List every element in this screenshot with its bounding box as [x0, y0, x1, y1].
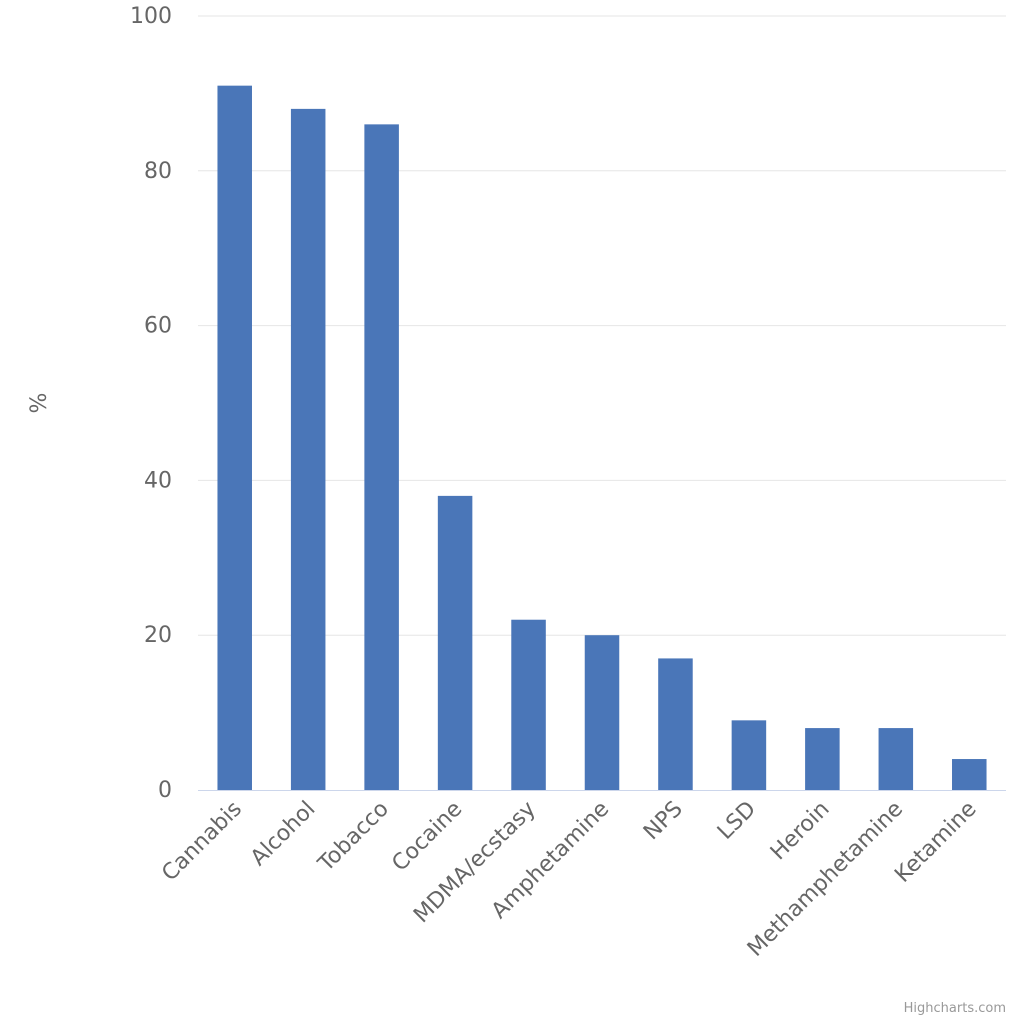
- bar-cocaine[interactable]: [437, 495, 473, 790]
- y-tick-label: 60: [144, 314, 172, 339]
- y-tick-label: 100: [130, 4, 172, 29]
- y-tick-label: 40: [144, 468, 172, 493]
- bar-heroin[interactable]: [805, 728, 840, 790]
- y-axis-tick-labels: 0 20 40 60 80 100: [130, 4, 172, 803]
- x-tick-label: LSD: [713, 797, 761, 845]
- bar-methamphetamine[interactable]: [878, 728, 914, 790]
- bar-lsd[interactable]: [731, 720, 767, 790]
- bar-tobacco[interactable]: [364, 124, 399, 791]
- bar-cannabis[interactable]: [217, 85, 252, 790]
- x-tick-label: NPS: [639, 797, 688, 846]
- y-tick-label: 80: [144, 159, 172, 184]
- bar-nps[interactable]: [658, 658, 693, 790]
- bar-ketamine[interactable]: [952, 759, 987, 790]
- bar-amphetamine[interactable]: [584, 635, 620, 790]
- bar-mdma-ecstasy[interactable]: [511, 619, 546, 790]
- x-axis-tick-labels: Cannabis AlcoholTobaccoCocaineMDMA/ecstas…: [157, 797, 981, 962]
- x-tick-label: Cannabis: [157, 797, 247, 887]
- x-tick-label: Tobacco: [313, 797, 394, 878]
- y-tick-label: 20: [144, 623, 172, 648]
- bar-series: [217, 85, 987, 791]
- x-tick-label: Alcohol: [246, 797, 320, 871]
- y-axis-title: %: [27, 393, 52, 414]
- bar-alcohol[interactable]: [290, 108, 326, 790]
- credits-link[interactable]: Highcharts.com: [903, 1001, 1006, 1016]
- grid-lines: [198, 15, 1006, 636]
- y-tick-label: 0: [158, 778, 172, 803]
- x-tick-label: Heroin: [766, 797, 835, 866]
